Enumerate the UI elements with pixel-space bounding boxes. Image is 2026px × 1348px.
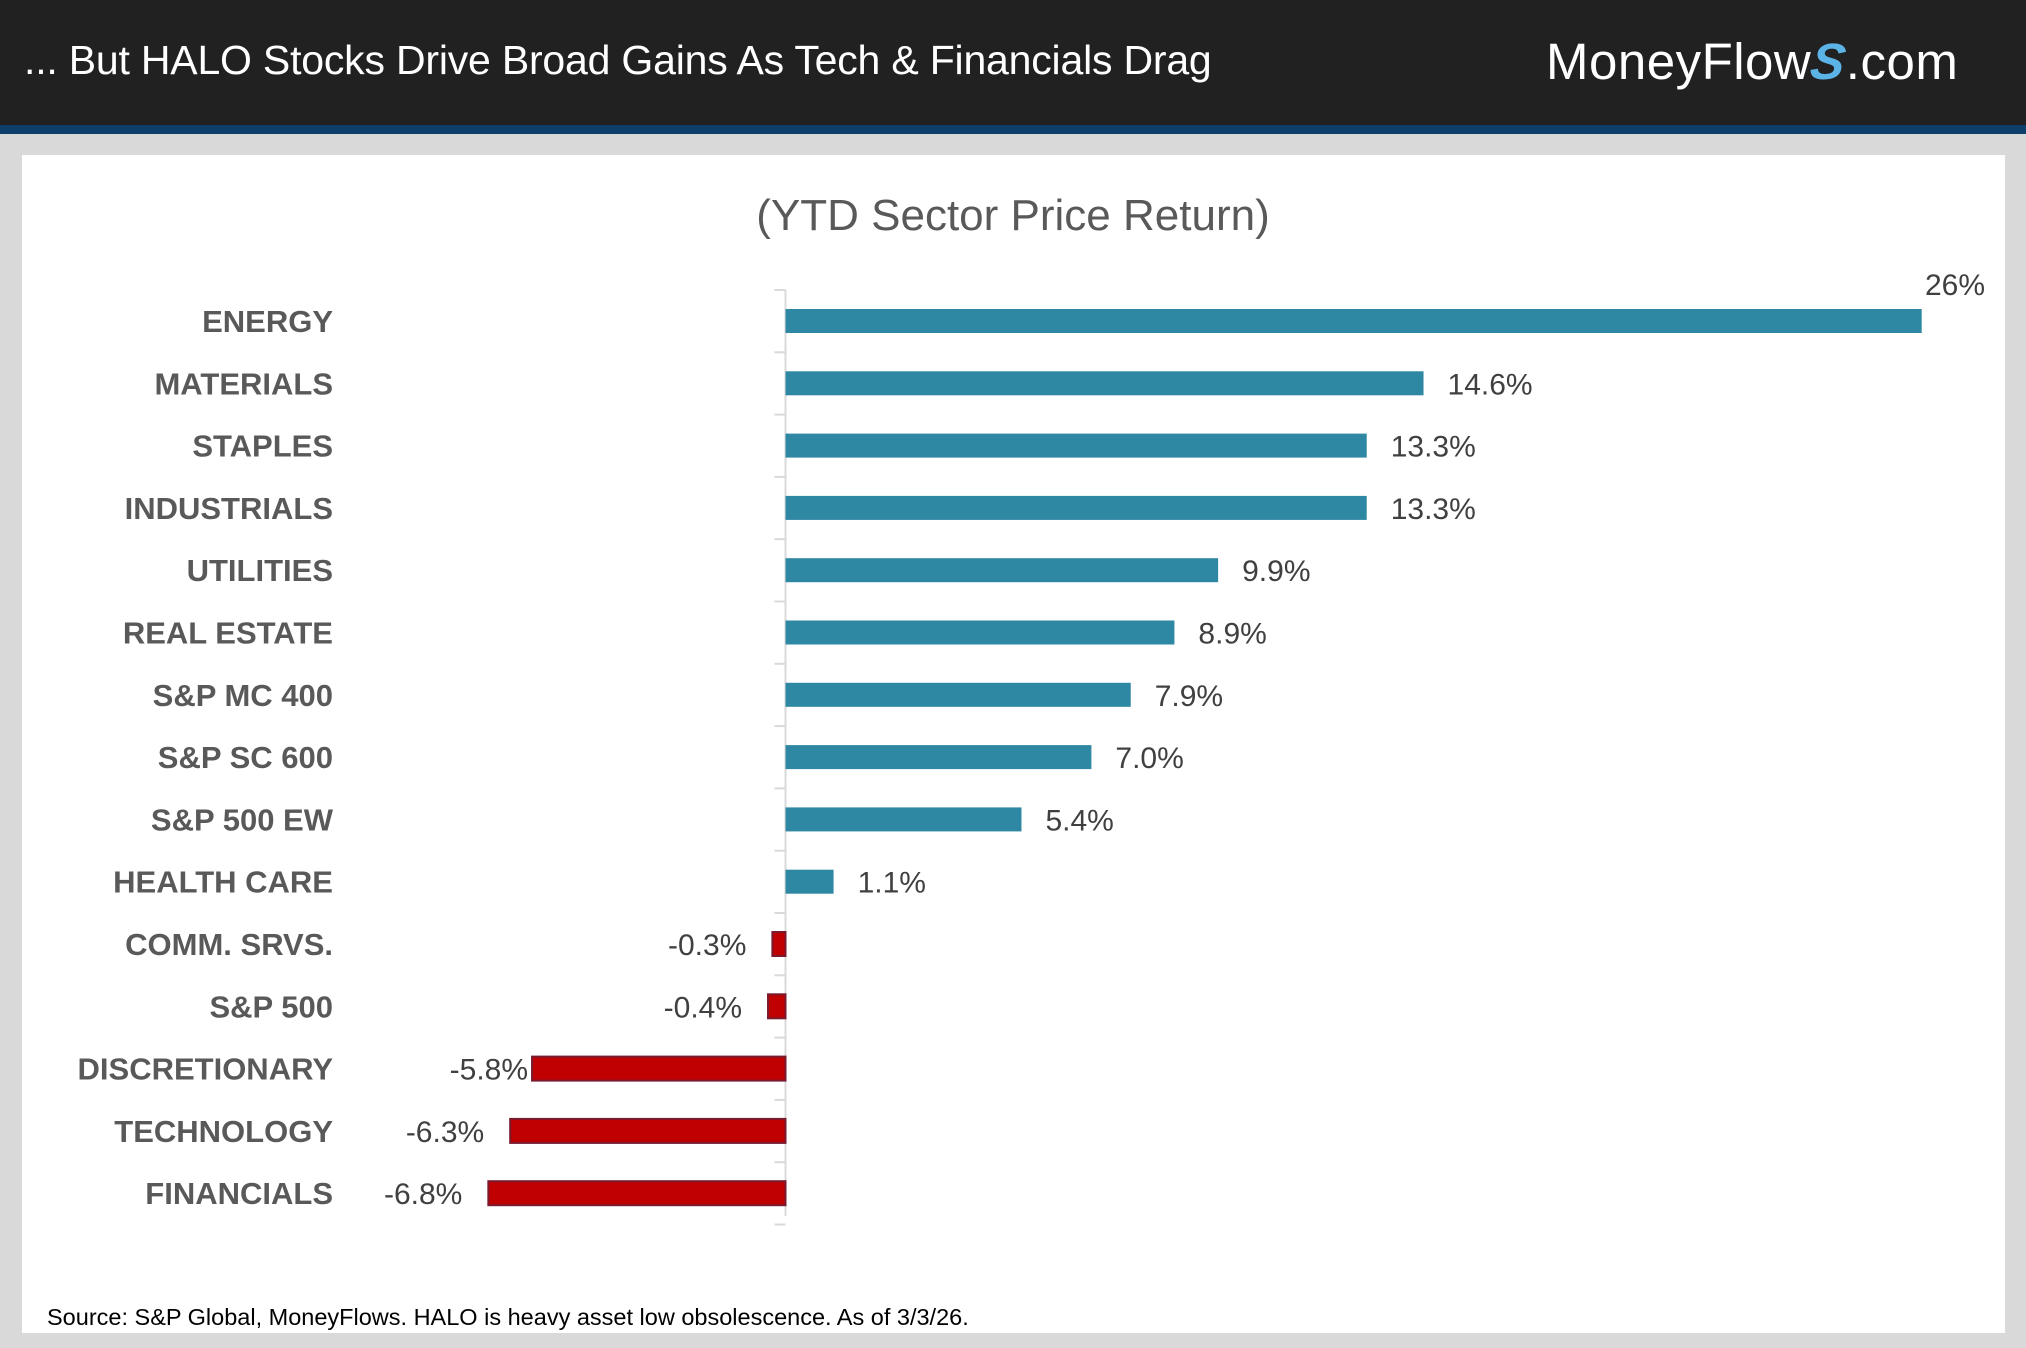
- category-label: S&P MC 400: [153, 678, 333, 713]
- bar-s-p-sc-600: [785, 745, 1092, 770]
- bar-technology: [509, 1117, 787, 1144]
- bar-materials: [785, 371, 1424, 396]
- logo-text-main: MoneyFlow: [1546, 33, 1812, 90]
- category-label: COMM. SRVS.: [125, 927, 333, 962]
- bar-energy: [785, 309, 1922, 333]
- bar-s-p-500-ew: [785, 807, 1022, 832]
- data-label: 7.0%: [1115, 742, 1183, 775]
- header-accent-stripe: [0, 125, 2026, 134]
- data-label: 5.4%: [1045, 804, 1113, 837]
- bar-utilities: [785, 558, 1219, 583]
- category-label: STAPLES: [192, 429, 333, 464]
- data-label: 13.3%: [1391, 493, 1476, 526]
- data-label: 26%: [1925, 269, 1985, 302]
- bar-financials: [487, 1180, 787, 1207]
- category-label: TECHNOLOGY: [114, 1114, 333, 1149]
- source-note: Source: S&P Global, MoneyFlows. HALO is …: [47, 1304, 969, 1330]
- data-label: -0.3%: [668, 929, 746, 962]
- data-label: -0.4%: [664, 991, 742, 1024]
- bar-real-estate: [785, 620, 1175, 645]
- category-label: MATERIALS: [154, 366, 333, 401]
- category-label: ENERGY: [202, 304, 333, 339]
- category-label: HEALTH CARE: [113, 865, 333, 900]
- bar-industrials: [785, 495, 1367, 520]
- chart-card: [22, 155, 2005, 1333]
- bar-s-p-mc-400: [785, 682, 1131, 707]
- bar-s-p-500: [767, 993, 787, 1020]
- category-label: S&P 500 EW: [151, 802, 334, 837]
- category-label: S&P 500: [209, 989, 333, 1024]
- header-title: ... But HALO Stocks Drive Broad Gains As…: [24, 37, 1212, 83]
- data-label: 13.3%: [1391, 431, 1476, 464]
- moneyflows-logo[interactable]: MoneyFlowS.com: [1546, 30, 1958, 94]
- category-label: S&P SC 600: [158, 740, 333, 775]
- data-label: -5.8%: [450, 1054, 528, 1087]
- logo-text-domain: .com: [1845, 33, 1959, 90]
- data-label: 9.9%: [1242, 555, 1310, 588]
- bar-comm-srvs-: [771, 931, 787, 957]
- data-label: 8.9%: [1198, 618, 1266, 651]
- category-label: FINANCIALS: [145, 1176, 333, 1211]
- bar-staples: [785, 433, 1367, 458]
- category-label: UTILITIES: [187, 553, 333, 588]
- data-label: -6.8%: [384, 1178, 462, 1211]
- data-label: -6.3%: [406, 1116, 484, 1149]
- category-label: DISCRETIONARY: [78, 1052, 334, 1087]
- data-label: 1.1%: [858, 867, 926, 900]
- bar-discretionary: [531, 1055, 787, 1082]
- category-label: INDUSTRIALS: [125, 491, 333, 526]
- data-label: 14.6%: [1448, 368, 1533, 401]
- category-label: REAL ESTATE: [123, 616, 333, 651]
- chart-title: (YTD Sector Price Return): [756, 191, 1270, 240]
- data-label: 7.9%: [1155, 680, 1223, 713]
- header-bar: ... But HALO Stocks Drive Broad Gains As…: [0, 0, 2026, 125]
- bar-health-care: [785, 869, 834, 894]
